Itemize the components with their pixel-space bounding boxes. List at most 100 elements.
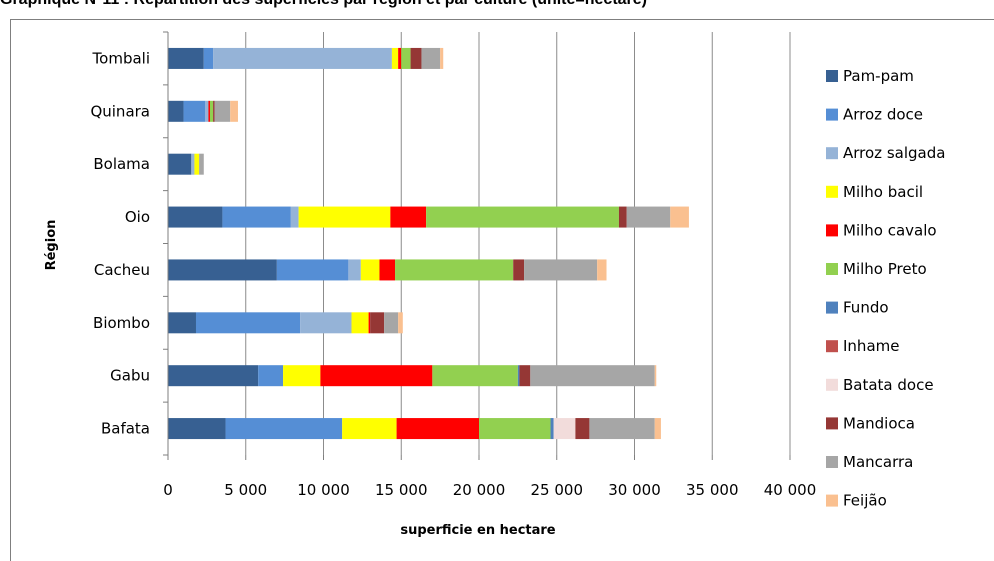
bar-segment — [553, 418, 576, 440]
legend-swatch — [826, 70, 838, 82]
x-tick-label: 20 000 — [453, 481, 506, 499]
gridlines — [245, 32, 791, 455]
bar-segment — [168, 206, 223, 228]
bar-segment — [351, 312, 369, 334]
legend-label: Milho bacil — [843, 183, 923, 201]
bar-segment — [379, 259, 396, 281]
bar-segment — [168, 47, 204, 69]
bar-segment — [530, 365, 655, 387]
legend-label: Inhame — [843, 337, 899, 355]
legend-swatch — [826, 147, 838, 160]
bar-segment — [276, 259, 349, 281]
legend-swatch — [826, 224, 838, 237]
bar-segment — [426, 206, 619, 228]
y-axis-label: Région — [44, 220, 59, 271]
bar-segment — [368, 312, 371, 334]
bar-segment — [283, 365, 321, 387]
x-axis-label: superficie en hectare — [400, 523, 555, 538]
x-tick-label: 5 000 — [224, 481, 267, 499]
legend-swatch — [826, 340, 838, 353]
bar-segment — [203, 47, 214, 69]
bars — [168, 47, 689, 440]
bar-segment — [390, 206, 427, 228]
axes — [163, 31, 791, 460]
legend-swatch — [826, 456, 838, 468]
y-tick-label: Biombo — [93, 314, 150, 332]
x-tick-label: 25 000 — [531, 481, 584, 499]
bar-segment — [479, 418, 551, 440]
bar-segment — [195, 312, 301, 334]
bar-segment — [168, 418, 226, 440]
chart-frame — [10, 19, 994, 561]
bar-segment — [258, 365, 284, 387]
bar-segment — [395, 259, 514, 281]
bar-segment — [670, 206, 689, 228]
legend-swatch — [826, 301, 838, 314]
y-tick-label: Cacheu — [94, 261, 150, 279]
bar-segment — [214, 100, 231, 122]
bar-segment — [191, 153, 195, 175]
bar-segment — [168, 100, 184, 122]
legend-label: Milho cavalo — [843, 221, 937, 239]
legend-label: Mancarra — [843, 453, 913, 471]
bar-segment — [618, 206, 627, 228]
bar-segment — [401, 47, 411, 69]
legend-label: Arroz doce — [843, 106, 923, 124]
bar-segment — [168, 312, 196, 334]
x-tick-label: 40 000 — [764, 481, 817, 499]
bar-segment — [440, 47, 444, 69]
bar-segment — [208, 100, 210, 122]
bar-segment — [360, 259, 380, 281]
y-tick-label: Quinara — [90, 102, 150, 120]
x-tick-labels: 0 5 000 10 000 15 000 20 000 25 000 30 000 35 0… — [163, 481, 816, 499]
bar-segment — [209, 100, 214, 122]
bar-segment — [654, 365, 657, 387]
x-tick-label: 0 — [163, 481, 173, 499]
legend-swatch — [826, 494, 838, 507]
bar-segment — [519, 365, 531, 387]
bar-segment — [168, 153, 192, 175]
bar-segment — [589, 418, 655, 440]
bar-segment — [370, 312, 385, 334]
bar-segment — [597, 259, 607, 281]
legend-swatch — [826, 185, 838, 198]
bar-segment — [298, 206, 391, 228]
legend-swatch — [826, 378, 838, 391]
bar-segment — [320, 365, 433, 387]
legend: Pam-pam Arroz doce Arroz salgada Milho baci… — [826, 67, 945, 510]
legend-label: Fundo — [843, 299, 889, 317]
bar-segment — [391, 47, 399, 69]
legend-label: Milho Preto — [843, 260, 927, 278]
bar-segment — [517, 365, 520, 387]
bar-segment — [398, 312, 403, 334]
y-tick-label: Bolama — [93, 155, 150, 173]
y-tick-labels: Tombali Quinara Bolama Oio Cacheu Biombo Gabu B… — [90, 49, 150, 437]
bar-segment — [550, 418, 554, 440]
bar-segment — [290, 206, 299, 228]
bar-segment — [300, 312, 352, 334]
bar-segment — [225, 418, 343, 440]
y-tick-label: Bafata — [101, 420, 150, 438]
x-tick-label: 10 000 — [297, 481, 350, 499]
bar-segment — [213, 100, 215, 122]
bar-segment — [410, 47, 422, 69]
x-tick-label: 35 000 — [686, 481, 739, 499]
bar-segment — [384, 312, 399, 334]
legend-swatch — [826, 263, 838, 275]
bar-segment — [626, 206, 671, 228]
bar-segment — [213, 47, 392, 69]
legend-label: Feijão — [843, 492, 887, 510]
legend-label: Pam-pam — [843, 67, 914, 85]
bar-segment — [432, 365, 518, 387]
x-tick-label: 15 000 — [375, 481, 428, 499]
chart-title: Graphique N°11 : Répartition des superfi… — [0, 0, 994, 15]
legend-label: Mandioca — [843, 414, 915, 432]
bar-segment — [194, 153, 200, 175]
bar-segment — [513, 259, 525, 281]
bar-segment — [398, 47, 402, 69]
bar-segment — [396, 418, 479, 440]
bar-segment — [421, 47, 441, 69]
legend-label: Arroz salgada — [843, 144, 945, 162]
bar-segment — [205, 100, 209, 122]
